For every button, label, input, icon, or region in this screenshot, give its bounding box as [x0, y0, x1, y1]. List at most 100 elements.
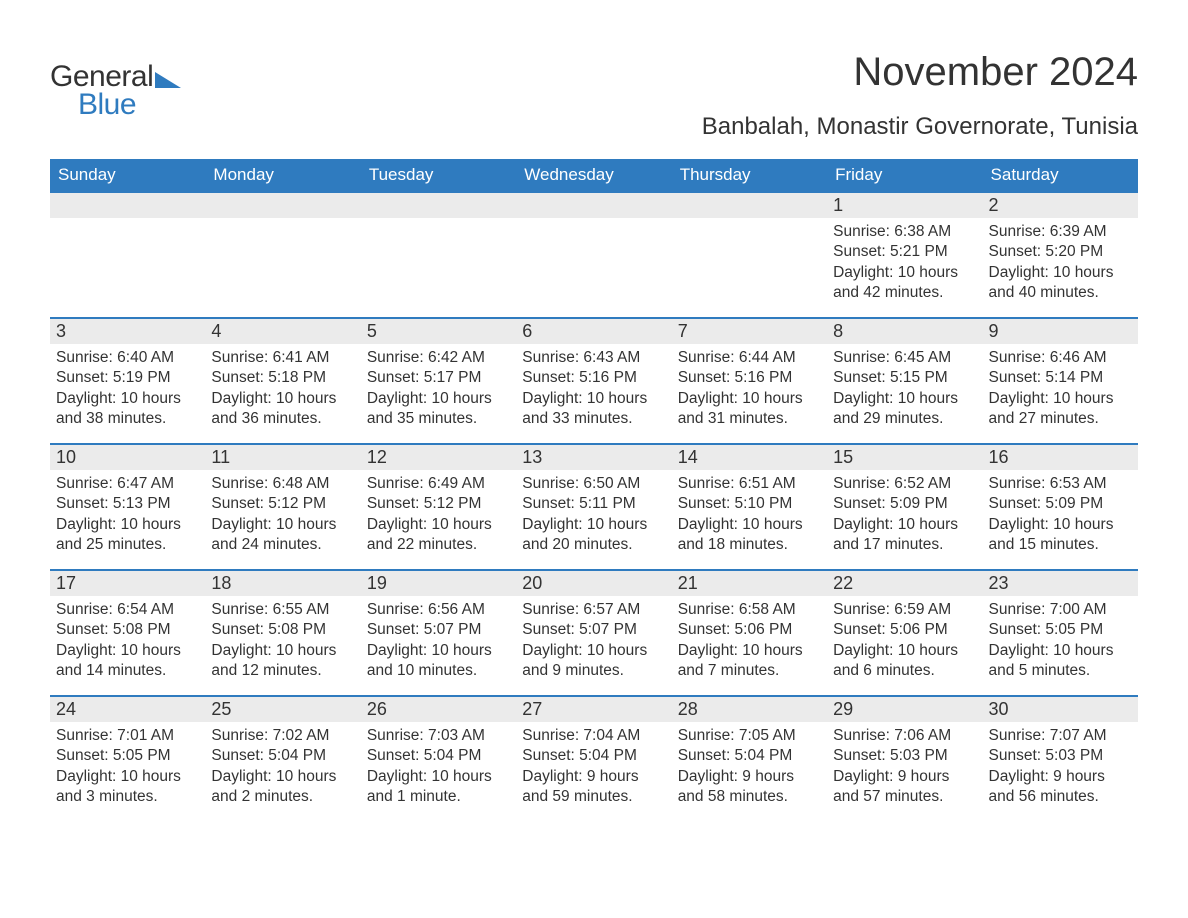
day-cell: 10Sunrise: 6:47 AMSunset: 5:13 PMDayligh… [50, 443, 205, 569]
day-cell: 11Sunrise: 6:48 AMSunset: 5:12 PMDayligh… [205, 443, 360, 569]
day-cell: 23Sunrise: 7:00 AMSunset: 5:05 PMDayligh… [983, 569, 1138, 695]
daylight-text: Daylight: 10 hours and 22 minutes. [367, 515, 510, 556]
day-number: 3 [50, 319, 205, 344]
day-cell: 22Sunrise: 6:59 AMSunset: 5:06 PMDayligh… [827, 569, 982, 695]
daylight-text: Daylight: 10 hours and 18 minutes. [678, 515, 821, 556]
logo-triangle-icon [155, 72, 181, 88]
header: General Blue November 2024 Banbalah, Mon… [50, 50, 1138, 151]
day-cell: 19Sunrise: 6:56 AMSunset: 5:07 PMDayligh… [361, 569, 516, 695]
day-number: 6 [516, 319, 671, 344]
day-number [50, 193, 205, 218]
day-number: 18 [205, 571, 360, 596]
weeks-container: 1Sunrise: 6:38 AMSunset: 5:21 PMDaylight… [50, 191, 1138, 821]
weekday-header: Saturday [983, 159, 1138, 191]
day-info: Sunrise: 6:49 AMSunset: 5:12 PMDaylight:… [361, 470, 516, 560]
day-number: 4 [205, 319, 360, 344]
day-number: 10 [50, 445, 205, 470]
sunrise-text: Sunrise: 6:47 AM [56, 474, 199, 494]
sunrise-text: Sunrise: 6:49 AM [367, 474, 510, 494]
sunset-text: Sunset: 5:12 PM [211, 494, 354, 514]
day-number [361, 193, 516, 218]
day-number: 8 [827, 319, 982, 344]
daylight-text: Daylight: 10 hours and 42 minutes. [833, 263, 976, 304]
daylight-text: Daylight: 10 hours and 3 minutes. [56, 767, 199, 808]
day-info: Sunrise: 7:03 AMSunset: 5:04 PMDaylight:… [361, 722, 516, 812]
sunset-text: Sunset: 5:08 PM [211, 620, 354, 640]
day-number: 27 [516, 697, 671, 722]
sunset-text: Sunset: 5:13 PM [56, 494, 199, 514]
day-number: 17 [50, 571, 205, 596]
sunrise-text: Sunrise: 6:48 AM [211, 474, 354, 494]
sunset-text: Sunset: 5:06 PM [678, 620, 821, 640]
weekday-header: Sunday [50, 159, 205, 191]
sunset-text: Sunset: 5:17 PM [367, 368, 510, 388]
sunrise-text: Sunrise: 7:04 AM [522, 726, 665, 746]
day-cell: 18Sunrise: 6:55 AMSunset: 5:08 PMDayligh… [205, 569, 360, 695]
sunset-text: Sunset: 5:04 PM [678, 746, 821, 766]
daylight-text: Daylight: 10 hours and 15 minutes. [989, 515, 1132, 556]
day-cell: 6Sunrise: 6:43 AMSunset: 5:16 PMDaylight… [516, 317, 671, 443]
day-cell: 29Sunrise: 7:06 AMSunset: 5:03 PMDayligh… [827, 695, 982, 821]
week-row: 3Sunrise: 6:40 AMSunset: 5:19 PMDaylight… [50, 317, 1138, 443]
day-cell: 26Sunrise: 7:03 AMSunset: 5:04 PMDayligh… [361, 695, 516, 821]
daylight-text: Daylight: 10 hours and 5 minutes. [989, 641, 1132, 682]
daylight-text: Daylight: 10 hours and 36 minutes. [211, 389, 354, 430]
sunset-text: Sunset: 5:09 PM [833, 494, 976, 514]
daylight-text: Daylight: 10 hours and 1 minute. [367, 767, 510, 808]
day-number [672, 193, 827, 218]
day-info: Sunrise: 6:42 AMSunset: 5:17 PMDaylight:… [361, 344, 516, 434]
sunset-text: Sunset: 5:03 PM [989, 746, 1132, 766]
sunrise-text: Sunrise: 7:00 AM [989, 600, 1132, 620]
sunrise-text: Sunrise: 6:52 AM [833, 474, 976, 494]
sunset-text: Sunset: 5:10 PM [678, 494, 821, 514]
day-number: 25 [205, 697, 360, 722]
week-row: 24Sunrise: 7:01 AMSunset: 5:05 PMDayligh… [50, 695, 1138, 821]
daylight-text: Daylight: 9 hours and 57 minutes. [833, 767, 976, 808]
day-info: Sunrise: 7:01 AMSunset: 5:05 PMDaylight:… [50, 722, 205, 812]
day-info: Sunrise: 6:57 AMSunset: 5:07 PMDaylight:… [516, 596, 671, 686]
day-info: Sunrise: 6:47 AMSunset: 5:13 PMDaylight:… [50, 470, 205, 560]
daylight-text: Daylight: 10 hours and 14 minutes. [56, 641, 199, 682]
day-number: 2 [983, 193, 1138, 218]
sunrise-text: Sunrise: 7:05 AM [678, 726, 821, 746]
sunset-text: Sunset: 5:16 PM [522, 368, 665, 388]
day-info: Sunrise: 6:56 AMSunset: 5:07 PMDaylight:… [361, 596, 516, 686]
day-cell: 20Sunrise: 6:57 AMSunset: 5:07 PMDayligh… [516, 569, 671, 695]
day-info: Sunrise: 6:50 AMSunset: 5:11 PMDaylight:… [516, 470, 671, 560]
week-row: 1Sunrise: 6:38 AMSunset: 5:21 PMDaylight… [50, 191, 1138, 317]
logo: General Blue [50, 60, 181, 122]
day-number: 30 [983, 697, 1138, 722]
daylight-text: Daylight: 10 hours and 17 minutes. [833, 515, 976, 556]
day-info: Sunrise: 6:46 AMSunset: 5:14 PMDaylight:… [983, 344, 1138, 434]
daylight-text: Daylight: 10 hours and 10 minutes. [367, 641, 510, 682]
day-number: 20 [516, 571, 671, 596]
day-number: 22 [827, 571, 982, 596]
day-cell: 15Sunrise: 6:52 AMSunset: 5:09 PMDayligh… [827, 443, 982, 569]
sunrise-text: Sunrise: 6:43 AM [522, 348, 665, 368]
daylight-text: Daylight: 10 hours and 6 minutes. [833, 641, 976, 682]
weekday-header: Tuesday [361, 159, 516, 191]
sunset-text: Sunset: 5:09 PM [989, 494, 1132, 514]
day-info: Sunrise: 6:38 AMSunset: 5:21 PMDaylight:… [827, 218, 982, 308]
day-number: 13 [516, 445, 671, 470]
day-info: Sunrise: 6:40 AMSunset: 5:19 PMDaylight:… [50, 344, 205, 434]
day-cell: 24Sunrise: 7:01 AMSunset: 5:05 PMDayligh… [50, 695, 205, 821]
daylight-text: Daylight: 10 hours and 7 minutes. [678, 641, 821, 682]
daylight-text: Daylight: 10 hours and 2 minutes. [211, 767, 354, 808]
day-number: 11 [205, 445, 360, 470]
sunset-text: Sunset: 5:16 PM [678, 368, 821, 388]
day-info: Sunrise: 7:00 AMSunset: 5:05 PMDaylight:… [983, 596, 1138, 686]
sunset-text: Sunset: 5:04 PM [367, 746, 510, 766]
sunset-text: Sunset: 5:04 PM [522, 746, 665, 766]
sunrise-text: Sunrise: 7:02 AM [211, 726, 354, 746]
sunset-text: Sunset: 5:07 PM [367, 620, 510, 640]
day-info: Sunrise: 6:53 AMSunset: 5:09 PMDaylight:… [983, 470, 1138, 560]
day-cell [516, 191, 671, 317]
day-info: Sunrise: 7:05 AMSunset: 5:04 PMDaylight:… [672, 722, 827, 812]
day-cell: 4Sunrise: 6:41 AMSunset: 5:18 PMDaylight… [205, 317, 360, 443]
sunset-text: Sunset: 5:03 PM [833, 746, 976, 766]
day-cell: 27Sunrise: 7:04 AMSunset: 5:04 PMDayligh… [516, 695, 671, 821]
logo-text-blue: Blue [78, 88, 181, 122]
weekday-header-row: Sunday Monday Tuesday Wednesday Thursday… [50, 159, 1138, 191]
day-cell [672, 191, 827, 317]
